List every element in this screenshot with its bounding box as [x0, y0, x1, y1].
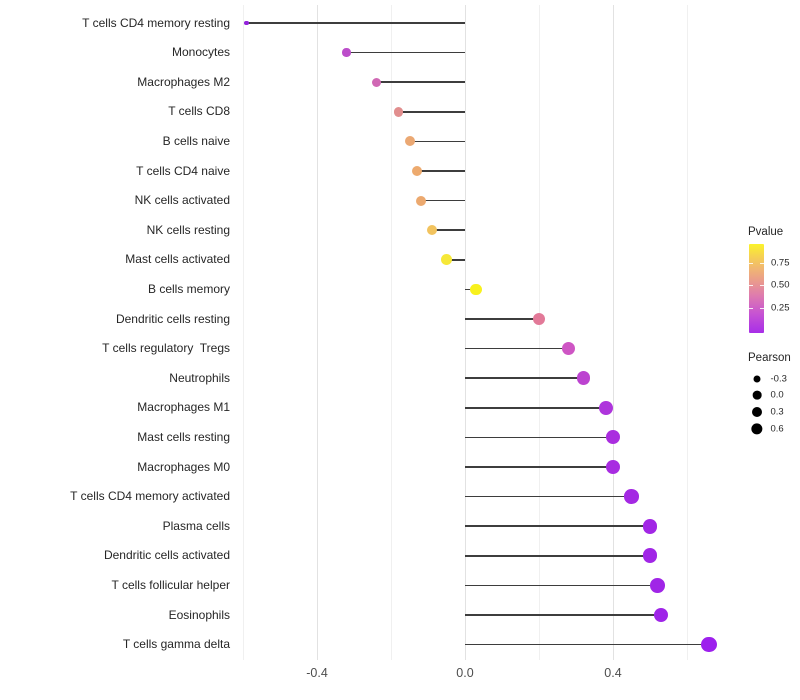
lollipop-stem: [465, 318, 539, 320]
colorbar-tick-mark: [760, 308, 764, 310]
lollipop-stem: [465, 614, 662, 616]
data-point-dot: [606, 460, 620, 474]
y-axis-label: NK cells activated: [134, 193, 230, 208]
x-axis-tick-label: 0.4: [604, 666, 622, 680]
y-axis-label: Monocytes: [171, 45, 230, 60]
colorbar-tick-mark: [749, 308, 753, 310]
lollipop-stem: [465, 495, 632, 498]
y-axis-label: T cells gamma delta: [122, 637, 230, 652]
lollipop-stem: [420, 199, 465, 202]
y-axis-label: Dendritic cells resting: [115, 311, 230, 326]
y-axis-label: T cells follicular helper: [111, 577, 231, 592]
data-point-dot: [624, 489, 639, 504]
lollipop-stem: [465, 347, 569, 350]
lollipop-stem: [465, 436, 613, 439]
gridline-minor: [391, 5, 392, 660]
y-axis-label: Neutrophils: [169, 370, 230, 385]
lollipop-stem: [465, 407, 606, 409]
y-axis-label: NK cells resting: [146, 222, 230, 237]
data-point-dot: [606, 430, 620, 445]
y-axis-label: B cells naive: [162, 133, 230, 148]
y-axis-label: B cells memory: [147, 281, 230, 296]
size-legend-label: -0.3: [770, 373, 787, 384]
data-point-dot: [653, 607, 669, 623]
data-point-dot: [562, 342, 576, 356]
data-point-dot: [470, 283, 482, 296]
y-axis-label: T cells CD8: [168, 104, 230, 119]
lollipop-stem: [465, 466, 613, 468]
gridline-minor: [539, 5, 540, 660]
size-legend-dot: [751, 423, 763, 435]
x-axis-tick-label: -0.4: [306, 666, 328, 680]
gridline-major: [317, 5, 318, 660]
data-point-dot: [244, 20, 249, 26]
y-axis-label: T cells CD4 memory activated: [70, 489, 230, 504]
colorbar-tick-mark: [749, 262, 753, 264]
data-point-dot: [701, 636, 717, 653]
lollipop-stem: [431, 229, 465, 231]
plot-panel: [237, 5, 718, 660]
data-point-dot: [393, 106, 404, 117]
gridline-major: [465, 5, 466, 660]
lollipop-stem: [465, 643, 710, 646]
colorbar-tick-label: 0.50: [771, 279, 790, 291]
lollipop-stem: [346, 51, 465, 54]
colorbar-tick-label: 0.75: [771, 257, 790, 269]
data-point-dot: [342, 48, 351, 57]
y-axis-label: Mast cells activated: [125, 252, 230, 267]
data-point-dot: [404, 136, 415, 147]
data-point-dot: [426, 225, 437, 236]
gridline-major: [613, 5, 614, 660]
y-axis-label: Mast cells resting: [137, 429, 230, 444]
data-point-dot: [532, 312, 546, 326]
size-legend-label: 0.6: [770, 423, 784, 435]
x-axis-tick-label: 0.0: [456, 666, 474, 680]
size-legend-dot: [752, 407, 762, 418]
lollipop-stem: [465, 377, 584, 379]
lollipop-stem: [465, 525, 650, 527]
size-legend-label: 0.0: [770, 389, 784, 401]
colorbar-tick-mark: [760, 284, 764, 286]
data-point-dot: [415, 195, 426, 206]
lollipop-stem: [465, 555, 650, 557]
pearson-legend-title: Pearson: [748, 352, 791, 364]
data-point-dot: [441, 254, 452, 266]
size-legend-dot: [753, 375, 761, 382]
gridline-minor: [243, 5, 244, 660]
lollipop-stem: [446, 259, 465, 261]
size-legend-dot: [752, 390, 762, 400]
data-point-dot: [598, 400, 613, 415]
y-axis-label: Macrophages M0: [137, 459, 230, 474]
data-point-dot: [642, 518, 658, 534]
y-axis-label: Macrophages M1: [137, 400, 230, 415]
y-axis-label: Eosinophils: [168, 607, 230, 622]
y-axis-label: T cells regulatory Tregs: [102, 341, 230, 356]
data-point-dot: [642, 548, 658, 564]
y-axis-label: Macrophages M2: [137, 74, 230, 89]
colorbar-tick-label: 0.25: [771, 302, 790, 314]
data-point-dot: [371, 77, 381, 87]
data-point-dot: [411, 165, 422, 177]
data-point-dot: [576, 371, 591, 385]
y-axis-label: T cells CD4 memory resting: [82, 15, 230, 30]
lollipop-stem: [409, 140, 465, 143]
lollipop-stem: [416, 170, 465, 172]
lollipop-stem: [398, 111, 465, 113]
y-axis-label: T cells CD4 naive: [136, 163, 230, 178]
y-axis-label: Dendritic cells activated: [103, 548, 230, 563]
size-legend-label: 0.3: [770, 406, 784, 418]
colorbar-tick-mark: [749, 284, 753, 286]
gridline-minor: [687, 5, 688, 660]
y-axis-label: Plasma cells: [162, 518, 230, 533]
pvalue-colorbar: [749, 244, 764, 333]
data-point-dot: [650, 578, 665, 593]
lollipop-stem: [246, 22, 465, 24]
colorbar-tick-mark: [760, 262, 764, 264]
lollipop-stem: [465, 584, 658, 587]
pvalue-legend-title: Pvalue: [748, 226, 784, 238]
lollipop-stem: [376, 81, 465, 83]
